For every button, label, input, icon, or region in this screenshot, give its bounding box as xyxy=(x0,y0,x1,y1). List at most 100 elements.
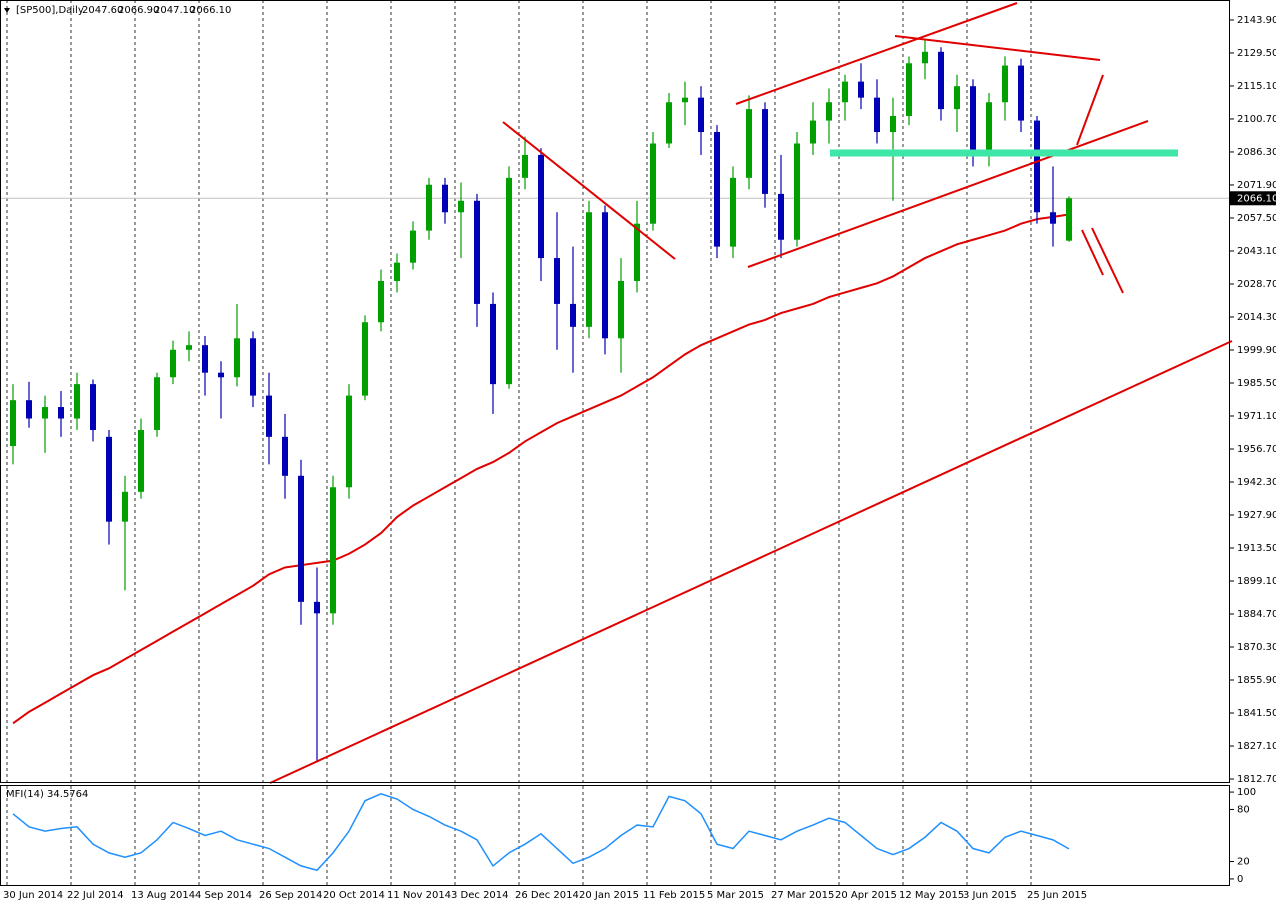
y-tick-label: 1999.90 xyxy=(1237,345,1276,356)
ohlc-close: 2066.10 xyxy=(190,5,231,16)
candle-body xyxy=(474,200,480,304)
candle-body xyxy=(58,407,64,419)
x-tick-label: 13 Aug 2014 xyxy=(131,890,195,901)
candle-body xyxy=(394,262,400,282)
y-tick-label: 20 xyxy=(1237,857,1250,868)
candle-body xyxy=(682,97,688,103)
y-tick-label: 1956.70 xyxy=(1237,444,1276,455)
y-tick-label: 2014.30 xyxy=(1237,312,1276,323)
y-tick-label: 80 xyxy=(1237,804,1250,815)
x-tick-label: 20 Jan 2015 xyxy=(579,890,639,901)
x-tick-label: 3 Jun 2015 xyxy=(963,890,1017,901)
candle-body xyxy=(570,303,576,327)
candle-body xyxy=(874,97,880,133)
candle-body xyxy=(666,102,672,144)
trendline xyxy=(747,120,1149,268)
x-tick-label: 25 Jun 2015 xyxy=(1027,890,1087,901)
y-tick-label: 1913.50 xyxy=(1237,543,1276,554)
candle-body xyxy=(554,258,560,304)
y-tick-label: 1985.50 xyxy=(1237,378,1276,389)
candle-body xyxy=(106,436,112,522)
candle-body xyxy=(586,212,592,327)
y-tick-label: 2129.50 xyxy=(1237,48,1276,59)
candle-body xyxy=(122,491,128,522)
ohlc-low: 2047.10 xyxy=(154,5,195,16)
candle-body xyxy=(490,303,496,385)
candle-body xyxy=(778,193,784,240)
x-tick-label: 4 Sep 2014 xyxy=(195,890,252,901)
candle-body xyxy=(730,177,736,247)
candle-body xyxy=(282,436,288,476)
candle-body xyxy=(346,395,352,488)
candle-body xyxy=(618,281,624,339)
y-tick-label: 1971.10 xyxy=(1237,411,1276,422)
candle-body xyxy=(826,102,832,121)
y-tick-label: 1899.10 xyxy=(1237,576,1276,587)
candle-body xyxy=(602,212,608,339)
y-tick-label: 1841.50 xyxy=(1237,708,1276,719)
candle-body xyxy=(714,132,720,247)
candle-body xyxy=(634,223,640,282)
y-tick-label: 2057.50 xyxy=(1237,213,1276,224)
x-tick-label: 20 Apr 2015 xyxy=(835,890,897,901)
y-tick-label: 2071.90 xyxy=(1237,180,1276,191)
candle-body xyxy=(266,395,272,437)
candle-body xyxy=(938,51,944,110)
trendline xyxy=(735,2,1018,105)
candle-body xyxy=(458,200,464,213)
candle-body xyxy=(314,601,320,614)
candle-body xyxy=(906,63,912,116)
y-tick-label: 1870.30 xyxy=(1237,642,1276,653)
candle-body xyxy=(234,338,240,378)
candle-body xyxy=(42,407,48,419)
y-tick-label: 1855.90 xyxy=(1237,675,1276,686)
candle-body xyxy=(1034,120,1040,213)
candle-body xyxy=(298,475,304,602)
candle-body xyxy=(794,143,800,240)
x-tick-label: 5 Mar 2015 xyxy=(707,890,764,901)
y-tick-label: 2086.30 xyxy=(1237,147,1276,158)
indicator-title: MFI(14) 34.5764 xyxy=(6,789,88,800)
grid xyxy=(0,0,1230,885)
symbol: [SP500],Daily xyxy=(16,5,84,16)
y-tick-label: 1884.70 xyxy=(1237,609,1276,620)
candle-body xyxy=(746,109,752,178)
sub-frame xyxy=(0,785,1230,886)
candle-body xyxy=(506,177,512,385)
y-tick-label: 2043.10 xyxy=(1237,246,1276,257)
y-tick-label: 1942.30 xyxy=(1237,477,1276,488)
candle-body xyxy=(26,400,32,419)
x-tick-label: 11 Nov 2014 xyxy=(387,890,451,901)
candle-body xyxy=(890,115,896,133)
x-tick-label: 11 Feb 2015 xyxy=(643,890,705,901)
trendline xyxy=(502,121,676,260)
candle-body xyxy=(74,384,80,419)
candle-body xyxy=(698,97,704,133)
y-tick-label: 1812.70 xyxy=(1237,774,1276,785)
moving-average xyxy=(12,213,1070,725)
candle-body xyxy=(538,154,544,259)
candle-body xyxy=(186,345,192,350)
ohlc-open: 2047.60 xyxy=(82,5,123,16)
x-tick-label: 12 May 2015 xyxy=(899,890,964,901)
candle-body xyxy=(1002,65,1008,103)
last-price-label: 2066.10 xyxy=(1237,193,1276,204)
x-tick-label: 3 Dec 2014 xyxy=(451,890,509,901)
y-tick-label: 1827.10 xyxy=(1237,741,1276,752)
y-tick-label: 0 xyxy=(1237,874,1243,885)
candle-body xyxy=(90,384,96,430)
x-tick-label: 30 Jun 2014 xyxy=(3,890,63,901)
indicator-line xyxy=(12,793,1070,872)
trendline xyxy=(894,35,1101,61)
menu-icon[interactable] xyxy=(4,8,10,13)
candle-body xyxy=(1050,212,1056,224)
candle-body xyxy=(842,81,848,103)
ohlc-high: 2066.90 xyxy=(118,5,159,16)
candle-body xyxy=(10,400,16,447)
candle-body xyxy=(986,102,992,155)
main-frame xyxy=(0,0,1230,783)
candle-body xyxy=(650,143,656,224)
candle-body xyxy=(426,184,432,231)
